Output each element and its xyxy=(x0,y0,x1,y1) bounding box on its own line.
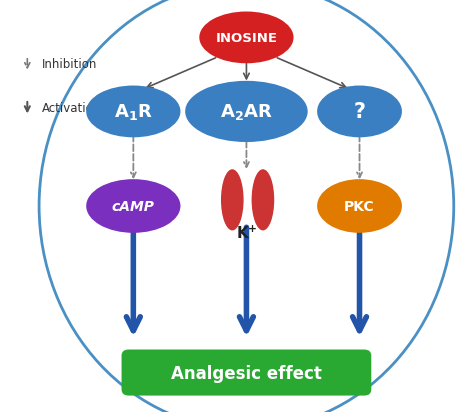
Ellipse shape xyxy=(317,86,402,138)
Text: $\mathbf{A_{1}R}$: $\mathbf{A_{1}R}$ xyxy=(114,101,153,121)
Ellipse shape xyxy=(199,12,293,64)
Ellipse shape xyxy=(86,180,181,233)
Text: $\mathbf{K^{+}}$: $\mathbf{K^{+}}$ xyxy=(236,225,257,242)
Text: Analgesic effect: Analgesic effect xyxy=(171,364,322,382)
Text: Activation: Activation xyxy=(41,102,100,114)
Text: $\mathbf{A_{2}AR}$: $\mathbf{A_{2}AR}$ xyxy=(220,101,273,121)
Ellipse shape xyxy=(185,82,308,142)
FancyBboxPatch shape xyxy=(121,350,371,396)
Ellipse shape xyxy=(221,170,244,231)
Text: ?: ? xyxy=(354,102,365,122)
Text: PKC: PKC xyxy=(344,199,375,214)
Text: cAMP: cAMP xyxy=(112,199,155,214)
Text: INOSINE: INOSINE xyxy=(215,32,277,45)
Ellipse shape xyxy=(86,86,181,138)
Ellipse shape xyxy=(252,170,274,231)
Text: Inhibition: Inhibition xyxy=(41,58,97,71)
Ellipse shape xyxy=(317,180,402,233)
